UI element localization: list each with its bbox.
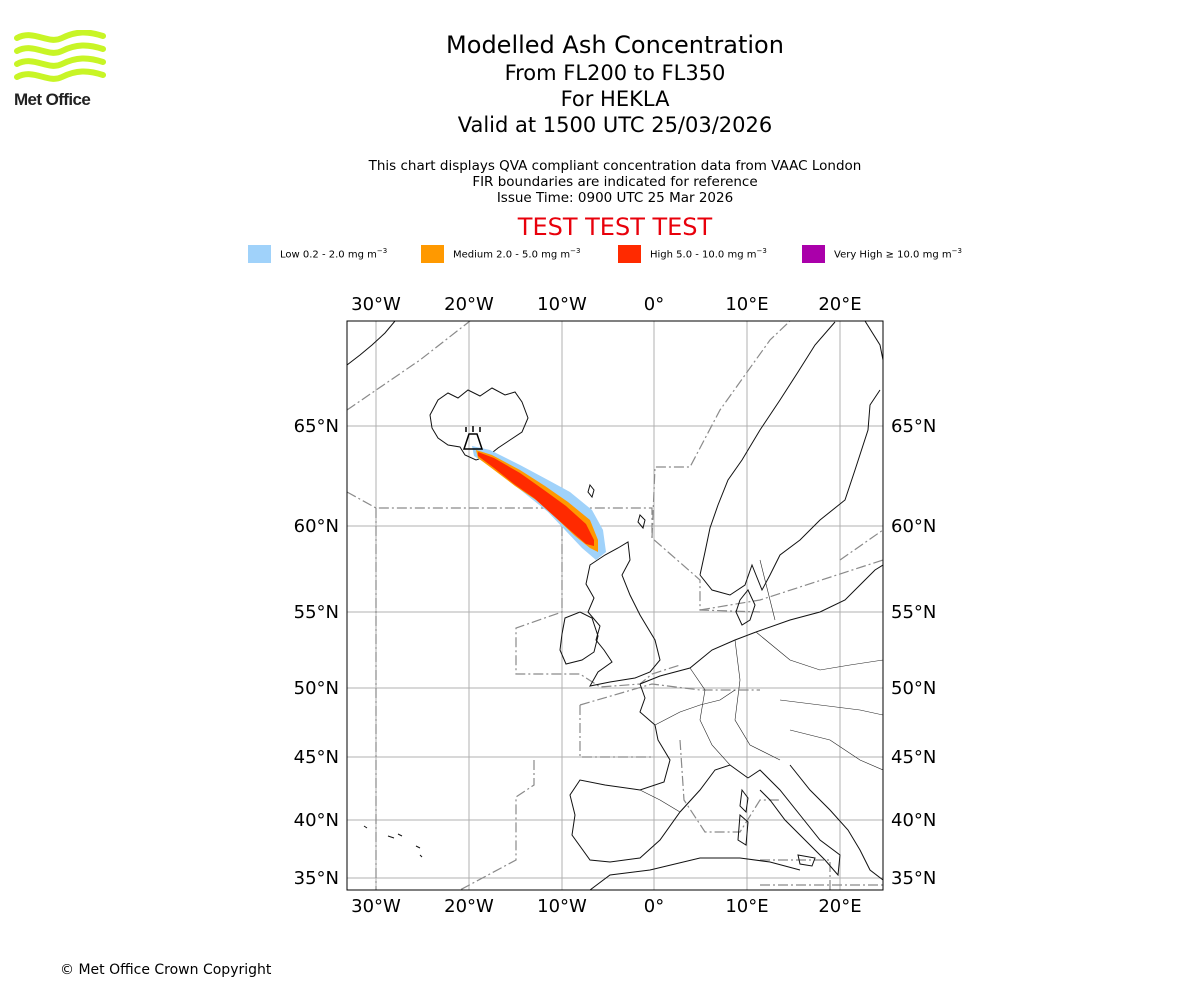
lon-label-top: 0°: [644, 294, 664, 315]
logo-wave: [14, 55, 106, 69]
volcano-marker-icon: [462, 426, 484, 450]
legend-label-low: Low 0.2 - 2.0 mg m: [280, 249, 377, 261]
copyright: © Met Office Crown Copyright: [60, 962, 272, 978]
logo-wave: [14, 68, 106, 82]
logo-text: Met Office: [14, 90, 91, 109]
legend-item-very-high: Very High ≥ 10.0 mg m−3: [802, 244, 962, 263]
legend-item-high: High 5.0 - 10.0 mg m−3: [618, 244, 767, 263]
legend-item-low: Low 0.2 - 2.0 mg m−3: [248, 244, 387, 263]
lon-label-bottom: 10°W: [537, 896, 587, 917]
lat-label-left: 40°N: [294, 810, 339, 831]
lat-label-left: 65°N: [294, 416, 339, 437]
chart-notes: This chart displays QVA compliant concen…: [315, 158, 915, 207]
lat-label-left: 50°N: [294, 678, 339, 699]
legend-item-medium: Medium 2.0 - 5.0 mg m−3: [421, 244, 580, 263]
legend-unit-exp-medium: −3: [570, 246, 581, 255]
lon-label-bottom: 30°W: [351, 896, 401, 917]
lon-label-bottom: 10°E: [725, 896, 768, 917]
legend-label-high: High 5.0 - 10.0 mg m: [650, 249, 757, 261]
chart-titles: Modelled Ash Concentration From FL200 to…: [315, 30, 915, 138]
legend-unit-exp-very-high: −3: [951, 246, 962, 255]
legend-label-very-high: Very High ≥ 10.0 mg m: [834, 249, 952, 261]
lon-label-bottom: 20°W: [444, 896, 494, 917]
logo-wave: [14, 42, 106, 56]
lat-label-left: 35°N: [294, 868, 339, 889]
lat-label-right: 45°N: [891, 747, 936, 768]
flight-level-range: From FL200 to FL350: [504, 61, 726, 85]
lat-label-right: 40°N: [891, 810, 936, 831]
legend-unit-exp-high: −3: [756, 246, 767, 255]
legend-label-medium: Medium 2.0 - 5.0 mg m: [453, 249, 571, 261]
axis-labels: 30°W 20°W 10°W 0° 10°E 20°E 30°W 20°W 10…: [294, 294, 937, 917]
legend: Low 0.2 - 2.0 mg m−3 Medium 2.0 - 5.0 mg…: [0, 244, 1200, 264]
lon-label-top: 30°W: [351, 294, 401, 315]
lat-label-left: 45°N: [294, 747, 339, 768]
lat-label-right: 55°N: [891, 602, 936, 623]
valid-time: Valid at 1500 UTC 25/03/2026: [457, 113, 773, 137]
qva-note: This chart displays QVA compliant concen…: [368, 158, 862, 174]
legend-swatch-low: [248, 244, 271, 263]
lon-label-top: 20°E: [818, 294, 861, 315]
legend-unit-exp-low: −3: [376, 246, 388, 255]
lat-label-left: 60°N: [294, 516, 339, 537]
lon-label-top: 20°W: [444, 294, 494, 315]
country-borders: [639, 559, 883, 813]
test-banner: TEST TEST TEST: [517, 213, 713, 241]
lat-label-right: 50°N: [891, 678, 936, 699]
met-office-logo: Met Office: [14, 30, 106, 112]
lat-label-left: 55°N: [294, 602, 339, 623]
map-frame: [346, 320, 884, 891]
lat-label-right: 65°N: [891, 416, 936, 437]
lon-label-bottom: 0°: [644, 896, 664, 917]
issue-time: Issue Time: 0900 UTC 25 Mar 2026: [496, 190, 734, 207]
legend-swatch-very-high: [802, 244, 825, 263]
lat-label-right: 60°N: [891, 516, 936, 537]
fir-boundaries: [347, 321, 883, 890]
graticule: [347, 321, 883, 890]
coastlines: [347, 321, 883, 890]
lon-label-bottom: 20°E: [818, 896, 861, 917]
volcano-name: For HEKLA: [560, 87, 670, 111]
logo-wave: [14, 30, 106, 43]
logo-waves-icon: [14, 30, 106, 82]
chart-title: Modelled Ash Concentration: [446, 31, 784, 59]
ash-cloud: [472, 446, 606, 560]
lon-label-top: 10°W: [537, 294, 587, 315]
lon-label-top: 10°E: [725, 294, 768, 315]
ash-high: [478, 452, 594, 546]
legend-swatch-high: [618, 244, 641, 263]
fir-note: FIR boundaries are indicated for referen…: [472, 174, 758, 191]
lat-label-right: 35°N: [891, 868, 936, 889]
legend-swatch-medium: [421, 244, 444, 263]
